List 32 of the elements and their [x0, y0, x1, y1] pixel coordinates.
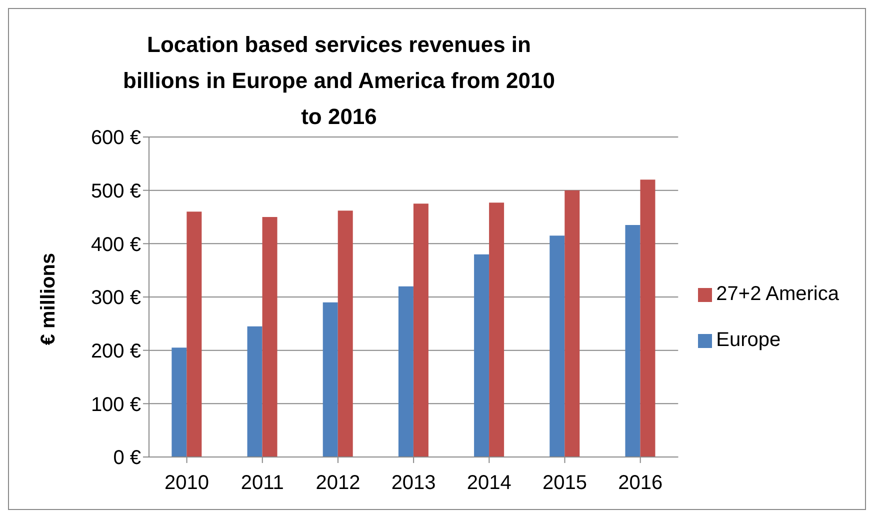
bar: [247, 326, 262, 457]
bar: [338, 210, 353, 457]
chart-title: Location based services revenues in billions in Europe and America from 2010 to 2016: [123, 32, 555, 129]
x-tick-label: 2014: [466, 472, 512, 494]
legend-label: 27+2 America: [716, 283, 839, 305]
bar: [474, 254, 490, 457]
y-axis-title: € millions: [38, 252, 60, 346]
x-tick-label: 2013: [391, 472, 436, 494]
y-tick-label: 200 €: [90, 340, 141, 362]
x-tick-label: 2010: [164, 472, 210, 494]
y-tick-label: 0 €: [113, 447, 141, 470]
bar: [640, 180, 656, 457]
y-tick-label: 500 €: [90, 180, 141, 202]
x-tick-label: 2015: [542, 472, 588, 494]
bar: [186, 212, 202, 457]
bar: [489, 202, 504, 457]
y-tick-label: 400 €: [90, 234, 141, 256]
y-tick-label: 600 €: [90, 127, 141, 150]
bar: [398, 286, 414, 457]
x-tick-label: 2011: [240, 472, 284, 494]
bar: [564, 190, 580, 457]
bar: [550, 236, 565, 457]
bar: [322, 302, 338, 457]
x-tick-label: 2012: [316, 472, 360, 494]
legend-label: Europe: [716, 329, 781, 351]
x-tick-label: 2016: [618, 472, 663, 494]
y-tick-label: 300 €: [90, 287, 141, 310]
bar: [625, 225, 640, 457]
bar: [262, 217, 278, 457]
y-tick-label: 100 €: [90, 394, 141, 416]
bar: [413, 204, 428, 457]
bar: [172, 348, 187, 457]
